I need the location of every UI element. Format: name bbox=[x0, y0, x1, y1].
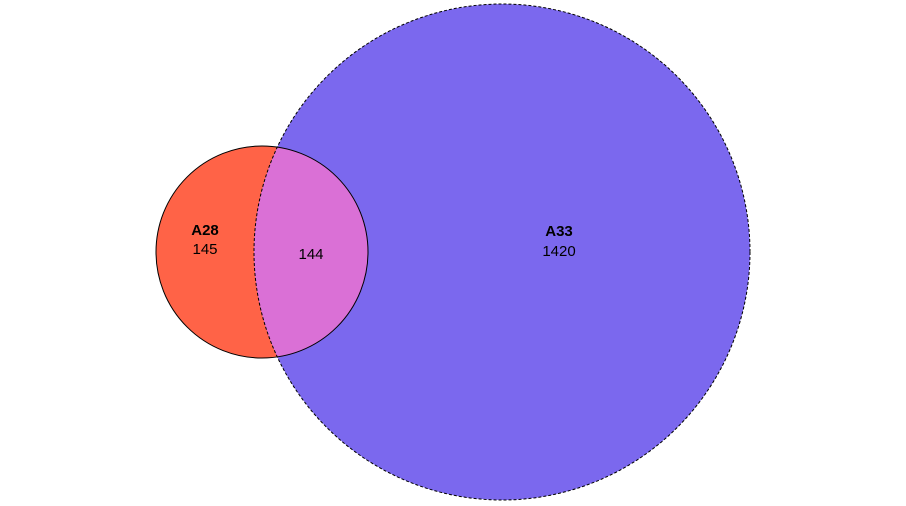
set-a28-outline bbox=[155, 145, 369, 359]
intersection-count: 144 bbox=[298, 246, 323, 263]
set-a28-count: 145 bbox=[192, 241, 217, 258]
set-a33-name: A33 bbox=[545, 223, 573, 240]
set-a33-count: 1420 bbox=[542, 243, 575, 260]
set-a33-circle bbox=[254, 4, 750, 500]
set-a28-name: A28 bbox=[191, 222, 219, 239]
set-a33-outline bbox=[253, 3, 751, 501]
